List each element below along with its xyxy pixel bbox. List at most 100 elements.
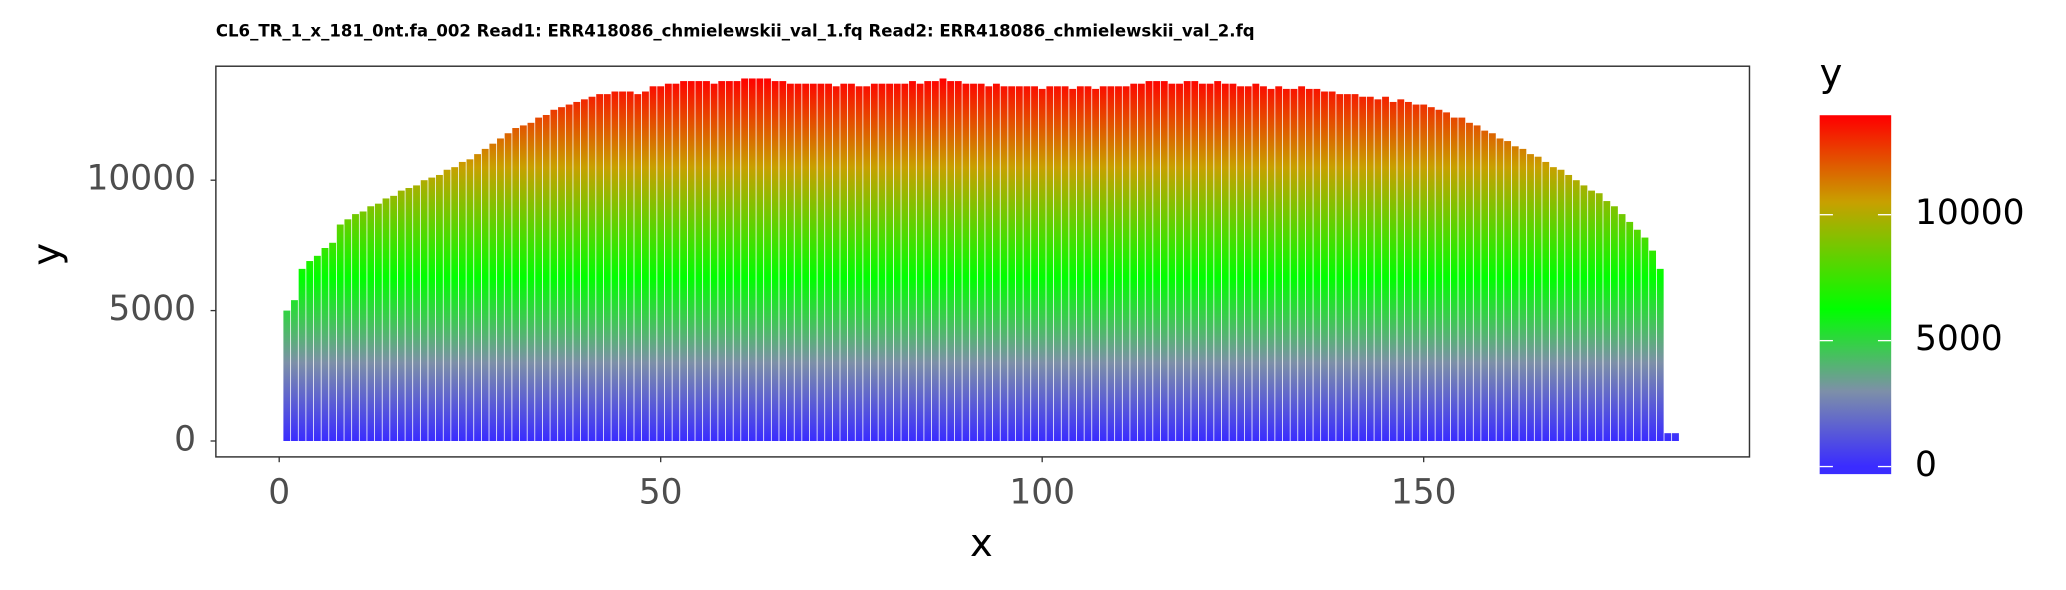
- bar: [1031, 86, 1038, 441]
- bar: [1404, 101, 1412, 441]
- colorbar-label: 5000: [1915, 319, 2003, 359]
- bar: [1351, 94, 1359, 441]
- bar: [1466, 122, 1473, 441]
- colorbar-label: 0: [1915, 445, 1937, 485]
- bar: [1145, 81, 1153, 441]
- bar: [1176, 83, 1183, 441]
- bar: [710, 83, 718, 441]
- bar: [1214, 81, 1222, 441]
- bar: [390, 195, 398, 441]
- bar: [1672, 433, 1679, 441]
- bar: [931, 81, 939, 441]
- bar: [420, 180, 428, 441]
- bar: [1275, 86, 1283, 441]
- bar: [443, 169, 451, 441]
- bar: [1397, 99, 1405, 441]
- bar: [779, 81, 787, 441]
- bar: [1649, 250, 1657, 441]
- bar: [725, 81, 733, 441]
- bar: [1633, 229, 1641, 441]
- bar: [1664, 433, 1672, 441]
- bar: [1389, 101, 1397, 441]
- bar: [657, 86, 665, 441]
- bar: [1435, 109, 1443, 441]
- bar: [1328, 91, 1336, 441]
- bar: [1076, 86, 1084, 441]
- x-axis-label: x: [970, 521, 993, 566]
- legend-title: y: [1820, 51, 1843, 96]
- bar: [1069, 88, 1077, 441]
- bar: [939, 78, 947, 441]
- bar: [558, 107, 565, 441]
- bar: [832, 86, 840, 441]
- bar: [565, 104, 573, 441]
- bar: [985, 86, 993, 441]
- bar: [1618, 214, 1626, 441]
- colorbar: [1819, 115, 1892, 475]
- y-tick-label: 10000: [86, 159, 196, 199]
- bar: [1496, 138, 1504, 441]
- x-tick-label: 50: [639, 472, 683, 512]
- x-tick-label: 100: [1009, 472, 1075, 512]
- bar: [756, 78, 764, 441]
- bar: [413, 185, 420, 441]
- bar: [825, 83, 832, 441]
- bar: [863, 86, 871, 441]
- bar: [901, 83, 909, 441]
- bar: [687, 81, 695, 441]
- bar: [1305, 88, 1313, 441]
- bar: [306, 261, 314, 441]
- bar: [1427, 107, 1435, 441]
- bar: [1565, 174, 1573, 441]
- chart-title: CL6_TR_1_x_181_0nt.fa_002 Read1: ERR4180…: [216, 21, 1255, 40]
- bar: [435, 174, 443, 441]
- bar: [1382, 96, 1389, 441]
- bar: [1374, 99, 1382, 441]
- y-tick-label: 0: [174, 419, 196, 459]
- bar: [1183, 81, 1191, 441]
- bar: [1191, 81, 1199, 441]
- bar: [382, 198, 390, 441]
- bar: [1099, 86, 1107, 441]
- bar: [1244, 86, 1252, 441]
- bar: [481, 148, 489, 441]
- bar: [855, 86, 863, 441]
- bar: [367, 206, 375, 441]
- bar: [1290, 88, 1298, 441]
- bar: [283, 310, 291, 441]
- bar: [1221, 83, 1229, 441]
- bar: [1038, 88, 1046, 441]
- bar: [1557, 169, 1565, 441]
- bar: [527, 122, 535, 441]
- bar: [741, 78, 749, 441]
- bar: [1237, 86, 1244, 441]
- bar: [352, 214, 359, 441]
- bar: [680, 81, 688, 441]
- bar: [497, 138, 504, 441]
- bar: [893, 83, 901, 441]
- bar: [1504, 141, 1512, 441]
- bar: [886, 83, 894, 441]
- bar: [672, 83, 680, 441]
- bar: [291, 300, 298, 441]
- bar: [1580, 185, 1588, 441]
- bar: [878, 83, 886, 441]
- bar: [916, 83, 924, 441]
- bar: [1198, 83, 1206, 441]
- bar: [924, 81, 932, 441]
- bar: [1015, 86, 1023, 441]
- bar: [519, 125, 527, 441]
- bar: [1107, 86, 1115, 441]
- bar: [550, 109, 558, 441]
- bar: [1603, 201, 1611, 441]
- bar: [1168, 83, 1176, 441]
- bar: [397, 190, 405, 441]
- x-tick-label: 0: [268, 472, 290, 512]
- bar: [695, 81, 703, 441]
- bar: [1511, 146, 1519, 441]
- bar: [1588, 190, 1595, 441]
- bar: [1519, 148, 1527, 441]
- bar: [596, 94, 604, 441]
- bar: [1359, 96, 1367, 441]
- bar: [962, 83, 970, 441]
